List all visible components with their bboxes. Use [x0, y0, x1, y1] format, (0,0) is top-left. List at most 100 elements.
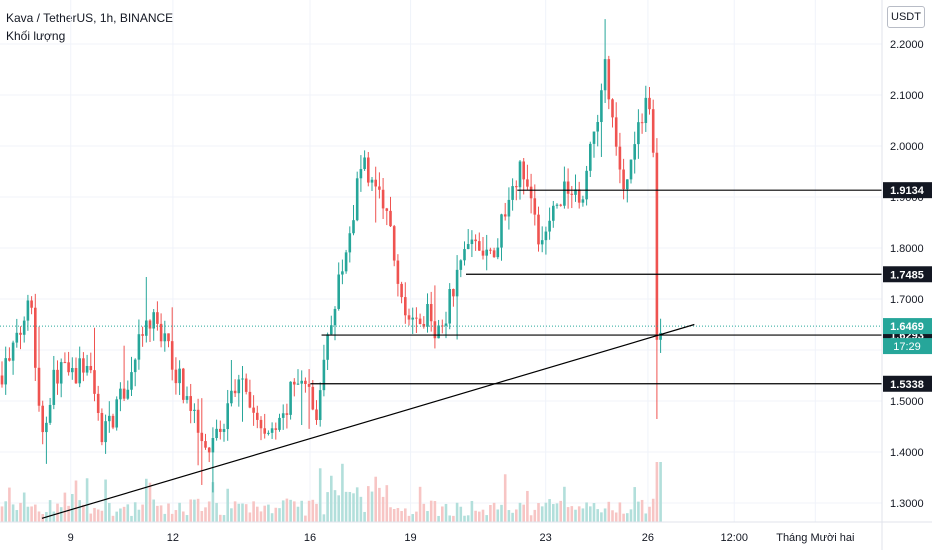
volume-bar — [592, 503, 596, 522]
candle-body — [274, 428, 278, 430]
volume-bar — [481, 509, 485, 522]
candle-body — [492, 250, 496, 258]
candle-body — [655, 152, 659, 340]
volume-bar — [233, 501, 237, 522]
volume-bar — [263, 505, 266, 522]
candle-body — [163, 333, 167, 342]
volume-bar — [267, 504, 270, 522]
candle-body — [100, 412, 104, 443]
candle-body — [22, 320, 26, 335]
volume-bar — [585, 502, 588, 522]
volume-bar — [640, 499, 644, 522]
candle-body — [196, 409, 200, 433]
currency-button[interactable]: USDT — [887, 6, 925, 28]
volume-bar — [259, 511, 263, 522]
volume-bar — [204, 507, 207, 522]
volume-bar — [34, 504, 37, 522]
volume-bar — [89, 513, 93, 522]
x-tick-label: 9 — [68, 532, 74, 544]
volume-bar — [341, 463, 344, 522]
candle-body — [267, 432, 270, 434]
countdown-label-bg — [883, 338, 932, 355]
candle-body — [152, 312, 155, 329]
candle-body — [437, 325, 440, 339]
volume-bar — [492, 502, 496, 522]
candle-body — [122, 388, 126, 399]
volume-bar — [63, 492, 67, 522]
volume-bar — [614, 512, 618, 522]
candle-body — [204, 441, 207, 448]
candle-body — [0, 375, 4, 385]
candle-body — [577, 189, 581, 203]
volume-bar — [74, 480, 78, 522]
volume-bar — [278, 508, 281, 522]
candle-body — [426, 304, 429, 327]
candle-body — [119, 388, 122, 400]
volume-bar — [485, 515, 488, 522]
volume-bar — [429, 500, 433, 522]
volume-bar — [122, 506, 126, 522]
candle-body — [596, 122, 599, 132]
volume-bar — [219, 514, 222, 522]
volume-bar — [496, 509, 500, 522]
volume-bar — [193, 499, 196, 522]
candle-body — [263, 428, 266, 434]
volume-bar — [411, 514, 414, 522]
volume-bar — [85, 478, 89, 522]
candle-body — [37, 367, 41, 406]
volume-bar — [367, 486, 370, 522]
volume-bar — [185, 515, 189, 522]
volume-bar — [30, 506, 33, 522]
candle-body — [26, 300, 30, 321]
current-price-label: 1.6469 — [890, 321, 924, 333]
candle-body — [318, 390, 322, 420]
candle-body — [429, 304, 433, 322]
volume-bar — [589, 506, 592, 522]
candle-body — [15, 332, 19, 343]
candle-body — [226, 403, 229, 430]
volume-bar — [285, 498, 289, 522]
candle-body — [96, 393, 100, 413]
candle-body — [370, 179, 374, 183]
volume-bar — [466, 515, 470, 522]
volume-bar — [511, 512, 514, 522]
level-label-bg — [883, 266, 932, 283]
volume-bar — [111, 515, 115, 522]
candle-body — [185, 396, 189, 400]
volume-bar — [26, 506, 30, 522]
candle-body — [71, 368, 74, 373]
volume-bar — [4, 501, 7, 522]
candle-body — [404, 297, 407, 316]
x-tick-label: 12:00 — [720, 532, 748, 544]
volume-bar — [215, 502, 218, 522]
level-label: 1.7485 — [890, 269, 924, 281]
candle-body — [174, 369, 178, 384]
candle-body — [570, 193, 574, 195]
candle-body — [93, 370, 96, 394]
volume-bar — [145, 478, 148, 522]
candle-body — [352, 220, 355, 234]
volume-bar — [182, 511, 185, 522]
volume-bar — [500, 504, 503, 522]
candle-body — [515, 186, 518, 188]
volume-bar — [437, 515, 440, 522]
x-tick-label: 16 — [304, 532, 316, 544]
volume-bar — [337, 495, 340, 522]
volume-bar — [389, 507, 392, 522]
countdown-label: 17:29 — [893, 341, 921, 353]
volume-bar — [574, 509, 577, 522]
candle-body — [400, 283, 403, 298]
candle-body — [133, 359, 137, 373]
volume-bar — [507, 510, 511, 522]
volume-bar — [651, 498, 655, 522]
candle-body — [644, 97, 648, 124]
volume-bar — [189, 499, 192, 522]
volume-bar — [0, 506, 4, 522]
candle-body — [311, 386, 315, 410]
volume-bar — [455, 502, 459, 522]
volume-bar — [133, 502, 137, 522]
candle-body — [281, 413, 285, 418]
volume-bar — [540, 506, 544, 522]
candle-body — [485, 249, 488, 256]
volume-bar — [156, 505, 159, 522]
